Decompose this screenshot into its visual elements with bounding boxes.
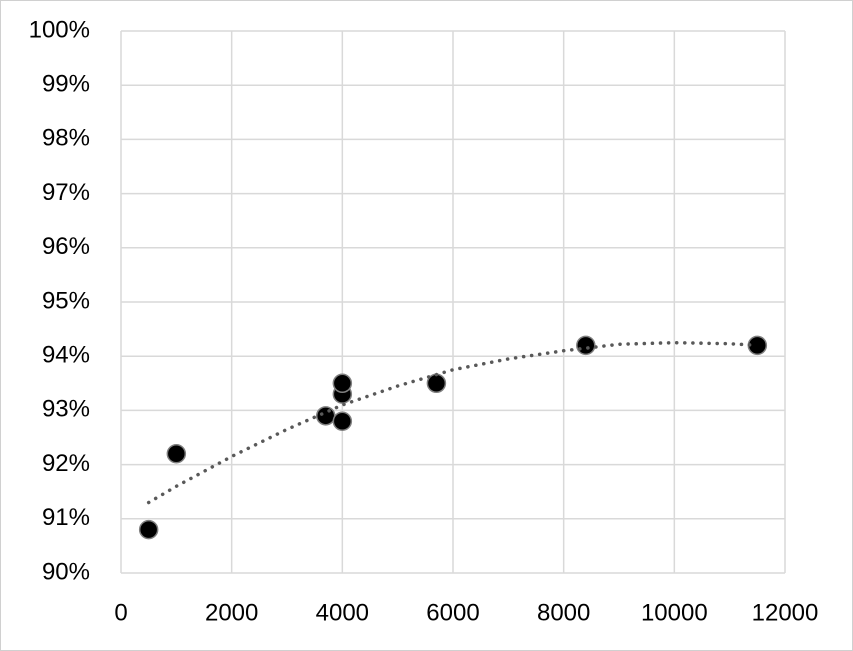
x-tick-label: 0 xyxy=(114,599,127,626)
y-tick-label: 100% xyxy=(29,16,90,43)
x-tick-label: 6000 xyxy=(426,599,479,626)
y-tick-label: 98% xyxy=(42,125,90,152)
x-tick-label: 4000 xyxy=(316,599,369,626)
x-tick-label: 2000 xyxy=(205,599,258,626)
data-point xyxy=(138,519,159,540)
y-tick-label: 94% xyxy=(42,342,90,369)
data-point xyxy=(166,444,187,464)
trendline xyxy=(146,340,760,505)
data-point xyxy=(315,406,336,426)
y-tick-label: 99% xyxy=(42,71,90,98)
x-tick-label: 12000 xyxy=(752,599,819,626)
x-tick-label: 10000 xyxy=(641,599,708,626)
y-tick-label: 90% xyxy=(42,558,90,585)
data-point xyxy=(332,373,353,394)
y-tick-label: 96% xyxy=(42,233,90,260)
y-tick-label: 92% xyxy=(42,450,90,477)
x-tick-label: 8000 xyxy=(537,599,590,626)
y-tick-label: 91% xyxy=(42,504,90,531)
data-point xyxy=(576,335,596,356)
y-tick-label: 93% xyxy=(42,396,90,423)
y-tick-label: 95% xyxy=(42,287,90,314)
data-point xyxy=(332,411,353,431)
y-tick-label: 97% xyxy=(42,179,90,206)
